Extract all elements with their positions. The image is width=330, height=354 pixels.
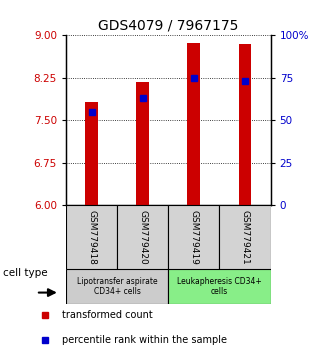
Text: GSM779421: GSM779421 [241, 210, 249, 264]
Text: GSM779420: GSM779420 [138, 210, 147, 264]
Bar [168, 205, 219, 269]
Bar [66, 205, 117, 269]
Text: Leukapheresis CD34+
cells: Leukapheresis CD34+ cells [177, 277, 262, 296]
Text: percentile rank within the sample: percentile rank within the sample [62, 335, 227, 345]
Text: GSM779419: GSM779419 [189, 210, 198, 265]
Bar [187, 43, 200, 205]
Text: Lipotransfer aspirate
CD34+ cells: Lipotransfer aspirate CD34+ cells [77, 277, 157, 296]
Title: GDS4079 / 7967175: GDS4079 / 7967175 [98, 19, 239, 33]
Bar [168, 269, 271, 304]
Bar [136, 82, 149, 205]
Bar [66, 269, 168, 304]
Text: cell type: cell type [3, 268, 48, 278]
Bar [239, 44, 251, 205]
Text: GSM779418: GSM779418 [87, 210, 96, 265]
Bar [117, 205, 168, 269]
Bar [85, 102, 98, 205]
Bar [219, 205, 271, 269]
Text: transformed count: transformed count [62, 309, 153, 320]
